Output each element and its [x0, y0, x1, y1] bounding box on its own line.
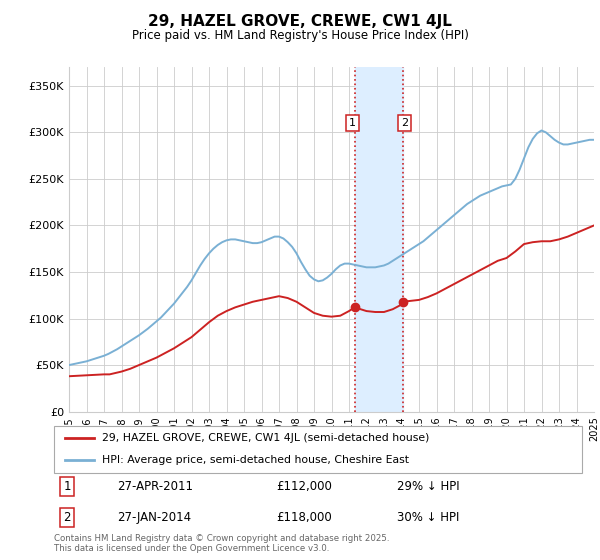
- Text: 1: 1: [349, 118, 356, 128]
- Text: 29, HAZEL GROVE, CREWE, CW1 4JL (semi-detached house): 29, HAZEL GROVE, CREWE, CW1 4JL (semi-de…: [101, 433, 429, 444]
- Text: 27-APR-2011: 27-APR-2011: [118, 480, 193, 493]
- Text: 29, HAZEL GROVE, CREWE, CW1 4JL: 29, HAZEL GROVE, CREWE, CW1 4JL: [148, 14, 452, 29]
- Text: 2: 2: [64, 511, 71, 524]
- Text: 27-JAN-2014: 27-JAN-2014: [118, 511, 191, 524]
- Text: Contains HM Land Registry data © Crown copyright and database right 2025.
This d: Contains HM Land Registry data © Crown c…: [54, 534, 389, 553]
- Bar: [355, 67, 403, 412]
- Text: £118,000: £118,000: [276, 511, 332, 524]
- Text: Price paid vs. HM Land Registry's House Price Index (HPI): Price paid vs. HM Land Registry's House …: [131, 29, 469, 42]
- Text: 1: 1: [64, 480, 71, 493]
- Text: £112,000: £112,000: [276, 480, 332, 493]
- Text: HPI: Average price, semi-detached house, Cheshire East: HPI: Average price, semi-detached house,…: [101, 455, 409, 465]
- FancyBboxPatch shape: [54, 426, 582, 473]
- Text: 29% ↓ HPI: 29% ↓ HPI: [397, 480, 460, 493]
- Text: 2: 2: [401, 118, 409, 128]
- Text: 30% ↓ HPI: 30% ↓ HPI: [397, 511, 460, 524]
